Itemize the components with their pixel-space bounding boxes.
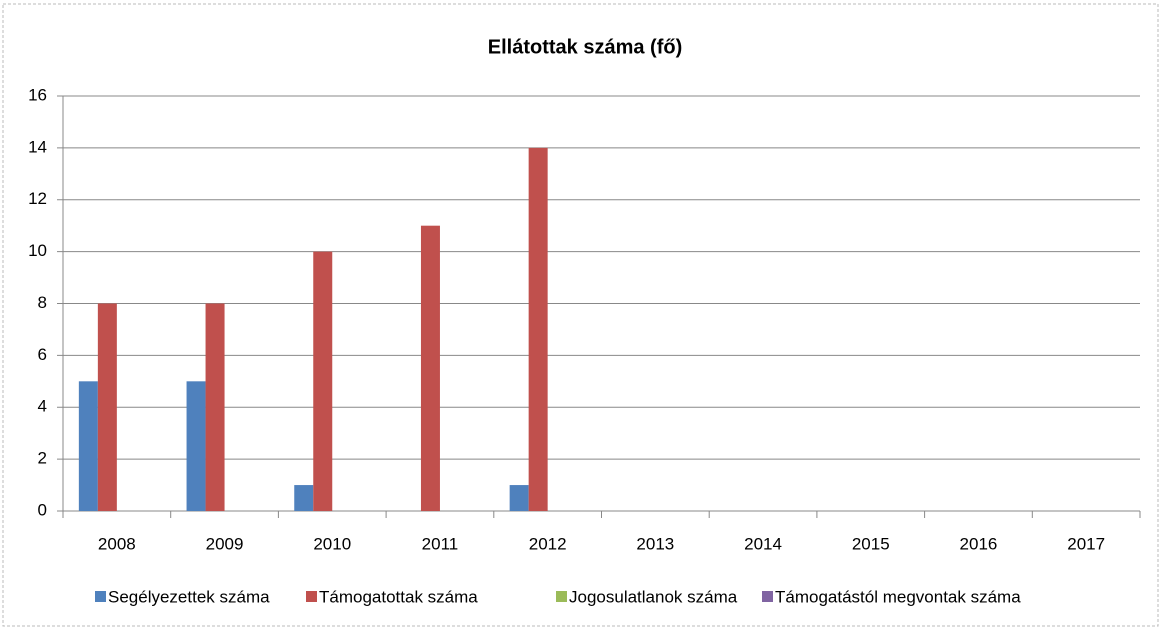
bar [528,147,548,511]
y-tick-label: 4 [38,397,47,416]
x-tick-label: 2010 [313,534,351,553]
legend-label: Jogosulatlanok száma [569,587,738,606]
bar [420,225,440,511]
y-tick-label: 2 [38,449,47,468]
y-tick-label: 8 [38,293,47,312]
y-tick-label: 10 [28,241,47,260]
y-tick-label: 16 [28,85,47,104]
bar [186,381,206,511]
y-tick-label: 12 [28,189,47,208]
legend-swatch [306,591,317,602]
x-tick-label: 2013 [636,534,674,553]
legend-swatch [556,591,567,602]
bar [78,381,98,511]
legend-label: Támogatottak száma [319,587,478,606]
bar [294,485,314,511]
chart-title: Ellátottak száma (fő) [488,36,682,58]
x-tick-label: 2011 [422,534,459,553]
y-tick-label: 14 [28,137,47,156]
chart-frame [2,3,1159,627]
legend-swatch [95,591,106,602]
bar [313,251,333,511]
legend-swatch [762,591,773,602]
bar [509,485,529,511]
x-tick-label: 2015 [852,534,890,553]
x-tick-label: 2008 [98,534,136,553]
y-tick-label: 0 [38,500,47,519]
legend-label: Támogatástól megvontak száma [775,587,1021,606]
y-tick-label: 6 [38,345,47,364]
x-tick-label: 2012 [529,534,567,553]
x-tick-label: 2009 [206,534,244,553]
bar [97,303,117,511]
legend-label: Segélyezettek száma [108,587,270,606]
x-tick-label: 2017 [1067,534,1105,553]
x-tick-label: 2016 [960,534,998,553]
bar [205,303,225,511]
x-tick-label: 2014 [744,534,782,553]
